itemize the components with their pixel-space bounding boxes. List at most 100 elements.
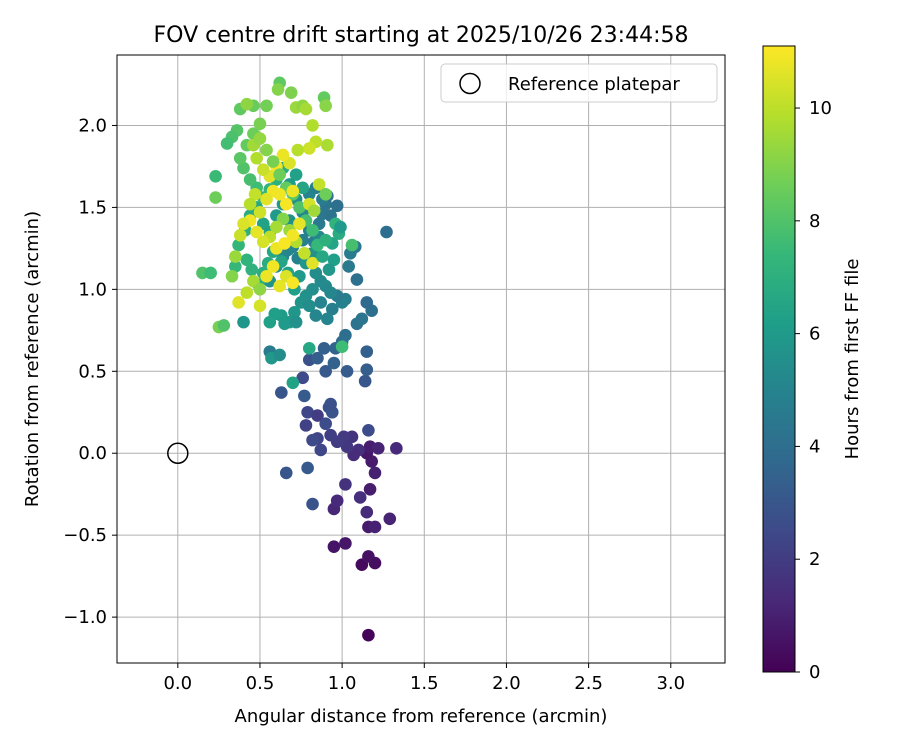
scatter-point (306, 433, 319, 447)
scatter-point (273, 279, 286, 293)
scatter-point (209, 169, 222, 183)
scatter-point (360, 505, 374, 519)
scatter-point (362, 628, 375, 642)
scatter-point (273, 168, 286, 181)
scatter-point (271, 83, 285, 96)
scatter-point (319, 99, 332, 113)
scatter-point (237, 315, 250, 329)
colorbar-tick-label: 6 (809, 324, 820, 345)
scatter-point (248, 187, 262, 201)
y-tick-label: 0.5 (78, 361, 107, 382)
scatter-point (319, 364, 332, 378)
scatter-point (278, 237, 291, 250)
scatter-point (327, 356, 341, 370)
scatter-point (302, 299, 316, 313)
scatter-point (279, 197, 293, 211)
scatter-point (209, 191, 222, 204)
plot-frame (116, 54, 726, 664)
scatter-point (260, 99, 273, 113)
scatter-point (275, 386, 288, 399)
x-axis-ticks: 0.0 0.5 1.0 1.5 2.0 2.5 3.0 (163, 663, 685, 694)
colorbar-tick-label: 10 (809, 98, 832, 119)
scatter-point (217, 319, 231, 332)
scatter-point (342, 260, 355, 273)
scatter-point (237, 161, 250, 175)
scatter-point (263, 315, 277, 329)
scatter-point (324, 397, 337, 411)
scatter-point (233, 228, 247, 242)
scatter-point (339, 328, 352, 342)
grid-lines (117, 55, 725, 663)
scatter-point (330, 199, 344, 213)
scatter-point (339, 537, 352, 550)
scatter-point (390, 442, 403, 455)
scatter-point (253, 299, 267, 313)
x-tick-label: 2.0 (492, 673, 521, 694)
scatter-point (325, 302, 339, 316)
scatter-point (340, 440, 354, 453)
scatter-point (266, 155, 280, 168)
scatter-point (286, 228, 300, 242)
scatter-point (360, 345, 374, 358)
scatter-point (298, 389, 311, 403)
scatter-point (345, 238, 359, 252)
scatter-point (220, 137, 234, 150)
y-tick-label: 1.0 (78, 279, 107, 300)
scatter-points (167, 76, 403, 642)
scatter-point (340, 364, 354, 378)
scatter-point (316, 250, 329, 263)
colorbar-tick-label: 8 (809, 211, 820, 232)
scatter-point (289, 315, 303, 329)
scatter-point (288, 305, 301, 319)
chart-title: FOV centre drift starting at 2025/10/26 … (154, 23, 689, 48)
scatter-point (319, 417, 332, 431)
scatter-point (307, 204, 321, 217)
scatter-point (306, 119, 319, 132)
colorbar-tick-label: 4 (809, 436, 820, 457)
scatter-point (314, 296, 328, 309)
scatter-point (250, 225, 263, 239)
legend-entry-reference: Reference platepar (508, 74, 680, 95)
scatter-point (229, 260, 242, 273)
scatter-point (276, 148, 290, 162)
scatter-point (371, 442, 385, 455)
scatter-point (321, 138, 334, 152)
scatter-point (291, 143, 305, 157)
scatter-point (321, 312, 334, 326)
scatter-point (324, 428, 337, 442)
scatter-point (299, 419, 313, 432)
scatter-point (240, 97, 254, 111)
scatter-point (293, 201, 306, 214)
y-tick-label: 0.0 (78, 443, 107, 464)
scatter-point (204, 266, 217, 280)
x-tick-label: 2.5 (574, 673, 603, 694)
y-tick-label: −1.0 (63, 607, 107, 628)
y-axis-ticks: −1.0 −0.5 0.0 0.5 1.0 1.5 2.0 (63, 115, 117, 628)
x-axis-label: Angular distance from reference (arcmin) (235, 706, 608, 727)
scatter-point (327, 540, 341, 553)
scatter-point (317, 342, 331, 355)
x-tick-label: 1.5 (410, 673, 439, 694)
scatter-point (309, 309, 323, 322)
colorbar-tick-label: 0 (809, 662, 820, 683)
scatter-point (302, 342, 316, 355)
colorbar: 0 2 4 6 8 10 Hours from first FF file (762, 45, 863, 683)
scatter-point (233, 151, 247, 165)
scatter-point (237, 217, 250, 231)
scatter-point (301, 461, 314, 475)
scatter-point (368, 466, 382, 480)
scatter-point (360, 296, 374, 309)
scatter-point (319, 233, 332, 247)
scatter-point (260, 143, 273, 157)
legend-marker-icon (459, 72, 481, 95)
scatter-point (253, 117, 267, 131)
scatter-point (284, 86, 298, 99)
scatter-point (383, 512, 397, 526)
scatter-point (296, 371, 309, 385)
x-tick-label: 1.0 (328, 673, 357, 694)
scatter-point (339, 478, 352, 491)
x-tick-label: 0.0 (163, 673, 192, 694)
scatter-point (362, 550, 375, 563)
colorbar-gradient (762, 45, 796, 673)
